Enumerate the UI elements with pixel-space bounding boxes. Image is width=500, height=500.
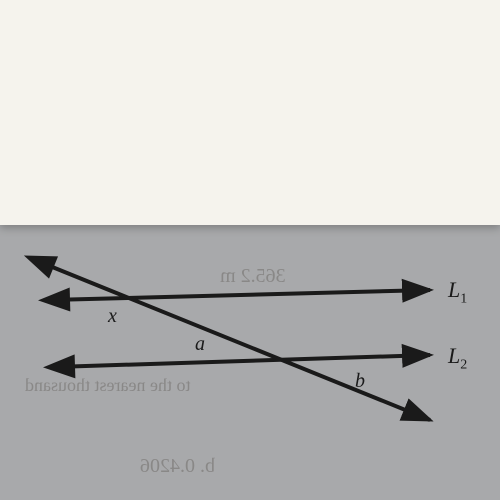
line-L2 — [55, 355, 430, 367]
geometry-svg — [0, 225, 500, 500]
line-transversal — [35, 260, 430, 420]
angle-label-a: a — [195, 333, 205, 356]
angle-label-b: b — [355, 370, 365, 393]
label-L1: L1 — [448, 277, 467, 307]
angle-label-x: x — [108, 305, 117, 328]
diagram-area: 365.2 m to the nearest thousand b. 0.420… — [0, 225, 500, 500]
paper-overlay — [0, 0, 500, 225]
label-L2: L2 — [448, 343, 467, 373]
line-L1 — [50, 290, 430, 300]
